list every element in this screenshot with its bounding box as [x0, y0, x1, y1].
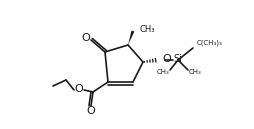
Polygon shape	[128, 30, 134, 45]
Text: O: O	[162, 54, 171, 64]
Text: Si: Si	[173, 54, 182, 64]
Text: O: O	[82, 33, 90, 43]
Text: O: O	[75, 84, 83, 94]
Text: CH₃: CH₃	[140, 25, 155, 34]
Text: CH₃: CH₃	[157, 69, 169, 75]
Text: C(CH₃)₃: C(CH₃)₃	[197, 40, 223, 46]
Text: CH₃: CH₃	[189, 69, 201, 75]
Text: O: O	[87, 106, 95, 116]
